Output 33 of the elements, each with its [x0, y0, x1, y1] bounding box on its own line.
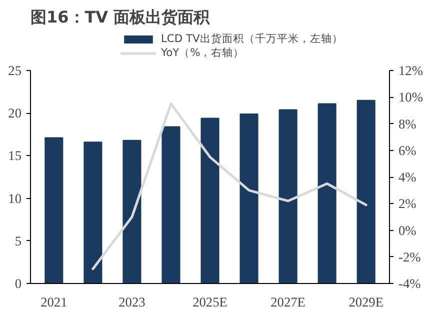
bar — [84, 142, 102, 284]
legend-label: YoY（%，右轴） — [161, 46, 244, 60]
bar — [122, 140, 142, 284]
x-tick-label: 2021 — [40, 294, 68, 310]
y2-tick-label: 8% — [398, 116, 416, 132]
bar — [318, 103, 336, 284]
y-tick-label: 20 — [8, 106, 22, 121]
x-tick-label: 2023 — [118, 294, 146, 310]
y2-tick-label: -2% — [398, 249, 421, 264]
line-series — [92, 102, 368, 270]
legend-label: LCD TV出货面积（千万平米，左轴） — [161, 32, 343, 46]
y-tick-label: 10 — [8, 190, 22, 206]
y2-tick-label: 2% — [398, 196, 416, 212]
y-tick-label: 5 — [14, 233, 22, 248]
bar — [240, 113, 258, 284]
y2-tick-label: -4% — [398, 276, 421, 291]
x-tick-label: 2029E — [348, 294, 384, 310]
y-tick-label: 0 — [14, 276, 22, 291]
bar — [278, 109, 298, 284]
bar — [162, 126, 180, 284]
bar — [200, 118, 220, 284]
bar — [44, 137, 64, 284]
y2-tick-label: 12% — [398, 63, 423, 78]
y2-tick-label: 6% — [398, 142, 416, 158]
y2-tick-label: 4% — [398, 170, 416, 184]
x-tick-label: 2027E — [270, 294, 306, 310]
x-tick-label: 2025E — [192, 294, 228, 310]
y-tick-label: 25 — [8, 63, 22, 78]
bar — [356, 100, 376, 284]
chart-title: 图16：TV 面板出货面积 — [30, 8, 211, 26]
y2-tick-label: 0% — [398, 222, 416, 238]
y2-tick-label: 10% — [398, 90, 423, 105]
y-tick-label: 15 — [8, 148, 22, 164]
